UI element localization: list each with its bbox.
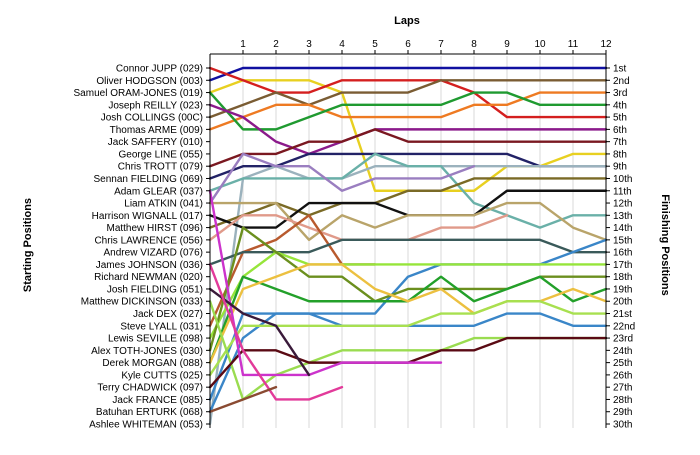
starting-position-label: Steve LYALL (031) xyxy=(120,321,203,332)
finishing-position-label: 13th xyxy=(613,211,632,222)
starting-position-label: Joseph REILLY (023) xyxy=(108,100,203,111)
finishing-position-label: 10th xyxy=(613,174,632,185)
starting-position-label: Terry CHADWICK (097) xyxy=(97,383,203,394)
finishing-position-label: 4th xyxy=(613,100,627,111)
starting-position-label: Chris LAWRENCE (056) xyxy=(94,235,203,246)
x-tick-label: 3 xyxy=(306,39,312,50)
finishing-position-label: 11th xyxy=(613,186,632,197)
driver-series-line xyxy=(208,152,608,229)
x-tick-label: 9 xyxy=(504,39,510,50)
finishing-position-label: 5th xyxy=(613,113,627,124)
x-tick-label: 10 xyxy=(534,39,546,50)
finishing-position-label: 22nd xyxy=(613,321,635,332)
driver-series-line xyxy=(208,152,476,205)
finishing-position-label: 1st xyxy=(613,64,627,75)
finishing-position-label: 21st xyxy=(613,309,632,320)
starting-position-label: Oliver HODGSON (003) xyxy=(96,76,203,87)
starting-position-label: Harrison WIGNALL (017) xyxy=(92,211,203,222)
starting-position-label: Derek MORGAN (088) xyxy=(102,358,203,369)
finishing-position-label: 14th xyxy=(613,223,632,234)
starting-position-label: Batuhan ERTURK (068) xyxy=(96,407,203,418)
x-tick-label: 2 xyxy=(273,39,279,50)
finishing-position-label: 26th xyxy=(613,370,632,381)
finishing-position-label: 6th xyxy=(613,125,627,136)
driver-series-line xyxy=(208,103,608,156)
finishing-position-label: 15th xyxy=(613,235,632,246)
finishing-position-label: 20th xyxy=(613,297,632,308)
grid-layer xyxy=(242,56,607,428)
finishing-position-label: 8th xyxy=(613,149,627,160)
driver-series-line xyxy=(208,66,608,82)
driver-series-line xyxy=(208,385,278,413)
finishing-position-label: 28th xyxy=(613,395,632,406)
series-layer xyxy=(208,66,608,426)
starting-position-label: Samuel ORAM-JONES (019) xyxy=(74,88,203,99)
finishing-position-label: 24th xyxy=(613,346,632,357)
driver-series-line xyxy=(208,91,608,131)
driver-series-line xyxy=(208,287,311,377)
starting-position-label: Jack FRANCE (085) xyxy=(112,395,203,406)
starting-position-label: Liam ATKIN (041) xyxy=(124,199,203,210)
finishing-position-label: 7th xyxy=(613,137,627,148)
x-tick-label: 1 xyxy=(240,39,246,50)
driver-series-line xyxy=(208,91,608,131)
finishing-position-label: 30th xyxy=(613,420,632,431)
starting-position-label: Josh FIELDING (051) xyxy=(107,284,203,295)
finishing-position-label: 9th xyxy=(613,162,627,173)
y-axis-title-right: Finishing Positions xyxy=(659,194,671,295)
starting-position-label: Jack DEX (027) xyxy=(133,309,203,320)
starting-position-label: James JOHNSON (036) xyxy=(96,260,203,271)
finishing-position-label: 19th xyxy=(613,284,632,295)
finishing-position-label: 29th xyxy=(613,407,632,418)
x-tick-label: 4 xyxy=(339,39,345,50)
y-axis-title-left: Starting Positions xyxy=(22,198,34,292)
finishing-position-label: 16th xyxy=(613,248,632,259)
starting-position-label: Sennan FIELDING (069) xyxy=(94,174,204,185)
starting-position-label: Adam GLEAR (037) xyxy=(114,186,203,197)
finishing-position-label: 3rd xyxy=(613,88,627,99)
x-axis-title: Laps xyxy=(394,15,420,27)
finishing-position-label: 12th xyxy=(613,199,632,210)
starting-position-label: Ashlee WHITEMAN (053) xyxy=(89,420,203,431)
starting-position-label: George LINE (055) xyxy=(119,149,204,160)
driver-series-line xyxy=(208,189,443,377)
x-tick-label: 11 xyxy=(568,39,579,50)
starting-position-label: Chris TROTT (079) xyxy=(118,162,203,173)
finishing-position-label: 17th xyxy=(613,260,632,271)
finishing-position-label: 25th xyxy=(613,358,632,369)
starting-position-label: Lewis SEVILLE (098) xyxy=(108,334,203,345)
finishing-position-label: 18th xyxy=(613,272,632,283)
starting-position-label: Connor JUPP (029) xyxy=(116,64,203,75)
driver-series-line xyxy=(208,128,608,168)
starting-position-label: Kyle CUTTS (025) xyxy=(121,370,203,381)
starting-position-label: Josh COLLINGS (00C) xyxy=(101,113,203,124)
starting-position-label: Matthew HIRST (096) xyxy=(106,223,203,234)
x-tick-label: 7 xyxy=(438,39,444,50)
finishing-position-label: 2nd xyxy=(613,76,630,87)
starting-position-label: Thomas ARME (009) xyxy=(110,125,203,136)
x-tick-label: 12 xyxy=(600,39,612,50)
driver-series-line xyxy=(208,201,608,242)
driver-series-line xyxy=(208,79,608,119)
starting-position-label: Matthew DICKINSON (033) xyxy=(81,297,203,308)
finishing-position-label: 23rd xyxy=(613,334,633,345)
finishing-position-label: 27th xyxy=(613,383,632,394)
x-tick-label: 8 xyxy=(471,39,477,50)
x-tick-label: 5 xyxy=(372,39,378,50)
starting-position-label: Richard NEWMAN (020) xyxy=(94,272,203,283)
starting-position-label: Andrew VIZARD (076) xyxy=(104,248,203,259)
driver-series-line xyxy=(208,263,344,401)
starting-position-label: Alex TOTH-JONES (030) xyxy=(91,346,203,357)
starting-position-label: Jack SAFFERY (010) xyxy=(108,137,203,148)
x-tick-label: 6 xyxy=(405,39,411,50)
